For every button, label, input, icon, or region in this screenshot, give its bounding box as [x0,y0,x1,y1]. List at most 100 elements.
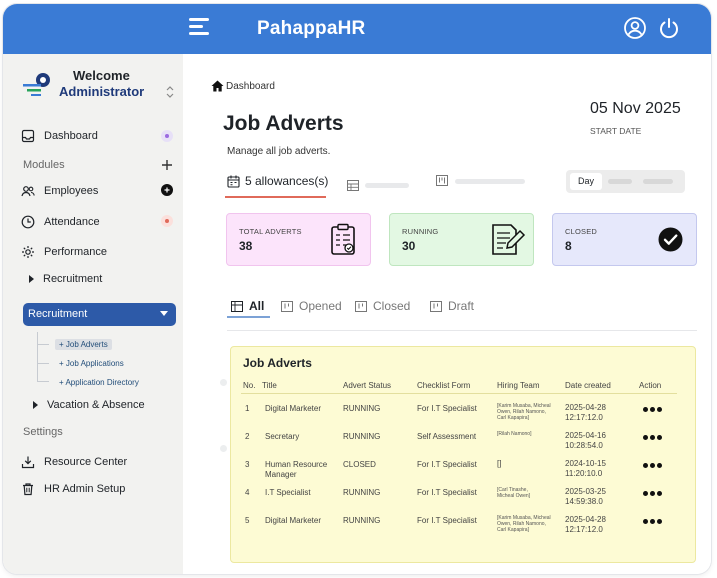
row-actions-icon[interactable] [643,491,665,497]
submenu-tree-tick [37,344,49,345]
sidebar-item-resource-center[interactable]: Resource Center [21,452,127,472]
stat-value: 8 [565,239,572,253]
filter-tab-closed[interactable]: Closed [355,299,410,313]
filter-tab-all[interactable]: All [231,299,264,313]
toggle-day[interactable]: Day [570,173,602,190]
add-module-icon[interactable] [161,159,173,171]
submenu-job-adverts[interactable]: + Job Adverts [55,339,112,350]
column-header: Title [262,381,277,390]
toggle-placeholder[interactable] [643,179,673,184]
sidebar: Welcome Administrator Dashboard Modules … [3,54,183,574]
toggle-placeholder[interactable] [608,179,632,184]
sidebar-item-hr-admin[interactable]: HR Admin Setup [21,479,125,499]
menu-icon[interactable] [189,18,209,36]
company-logo-icon [23,73,50,96]
cell-status: CLOSED [343,460,376,469]
cell-number: 1 [245,404,250,413]
cell-checklist: For I.T Specialist [417,404,477,413]
main-content: Dashboard Job Adverts Manage all job adv… [183,54,711,574]
filter-tab-label: All [249,299,265,313]
cell-number: 5 [245,516,250,525]
cell-checklist: For I.T Specialist [417,516,477,525]
caret-right-icon [33,401,38,409]
cell-checklist: For I.T Specialist [417,488,477,497]
submenu-job-applications[interactable]: + Job Applications [59,359,124,368]
sidebar-item-employees[interactable]: Employees [21,181,98,201]
decorative-dot [220,445,227,452]
user-profile-icon[interactable] [623,16,647,40]
stat-card-total: TOTAL ADVERTS 38 [226,213,371,266]
sidebar-item-label: Vacation & Absence [47,399,145,411]
cell-status: RUNNING [343,404,381,413]
recruitment-menu-label: Recruitment [28,308,88,320]
gear-icon [22,246,34,258]
cell-checklist: Self Assessment [417,432,477,441]
breadcrumb-label: Dashboard [226,80,275,92]
sidebar-item-dashboard[interactable]: Dashboard [21,126,98,146]
sidebar-item-vacation[interactable]: Vacation & Absence [47,395,145,415]
stat-value: 38 [239,239,253,253]
cell-date-created: 2025-03-25 14:59:38.0 [565,487,606,506]
row-actions-icon[interactable] [643,519,665,525]
column-header: Date created [565,381,611,390]
tab-placeholder [455,179,525,184]
filter-tab-draft[interactable]: Draft [430,299,474,313]
cell-hiring-team: [Rilah Namono] [497,431,532,437]
cell-hiring-team: [] [497,459,502,468]
column-header: No. [243,381,256,390]
sidebar-item-label: Resource Center [44,456,128,468]
cell-title: Digital Marketer [265,516,322,525]
caret-right-icon [29,275,34,283]
row-actions-icon[interactable] [643,407,665,413]
tab-active-underline [225,196,326,198]
filter-tab-label: Draft [448,299,475,313]
sidebar-item-label: Dashboard [44,130,98,142]
row-actions-icon[interactable] [643,435,665,441]
stat-value: 30 [402,239,416,253]
sidebar-item-performance[interactable]: Performance [21,242,107,262]
calendar-icon [227,175,240,188]
cell-number: 4 [245,488,250,497]
check-circle-icon [658,227,683,252]
sidebar-item-attendance[interactable]: Attendance [21,212,100,232]
cell-date-created: 2025-04-28 12:17:12.0 [565,403,606,422]
cell-title: Secretary [265,432,300,441]
cell-hiring-team: [Karim Musaba, Micheal Owen, Rilah Namono… [497,515,551,533]
stat-label: TOTAL ADVERTS [239,227,302,236]
row-actions-icon[interactable] [643,463,665,469]
brand-title: PahappaHR [257,18,366,39]
sidebar-item-label: Performance [44,246,107,258]
app-window: PahappaHR Welcome Administrator Dashboar… [3,4,711,574]
inbox-icon [21,129,35,143]
chevron-updown-icon[interactable] [165,84,175,100]
cell-title: I.T Specialist [265,488,311,497]
breadcrumb[interactable]: Dashboard [211,80,275,92]
kanban-icon[interactable] [436,175,448,186]
chevron-down-icon [160,311,168,316]
kanban-icon [281,300,293,312]
tab-allowances[interactable]: 5 allowances(s) [227,174,328,188]
clock-icon [21,215,35,229]
filter-tabs-divider [227,330,697,331]
dashboard-badge [161,130,173,142]
table-icon[interactable] [347,180,359,191]
filter-tab-label: Closed [373,299,411,313]
employees-add-badge[interactable] [161,184,173,196]
submenu-application-directory[interactable]: + Application Directory [59,378,139,387]
home-icon [211,80,224,92]
recruitment-menu-active[interactable]: Recruitment [23,303,176,326]
job-adverts-table: Job Adverts No. Title Advert Status Chec… [230,346,696,563]
cell-title: Human Resource Manager [265,460,328,479]
filter-tab-label: Opened [299,299,342,313]
stat-label: CLOSED [565,227,598,236]
sidebar-item-recruitment[interactable]: Recruitment [43,269,102,289]
welcome-text: Welcome [73,68,130,83]
filter-tab-opened[interactable]: Opened [281,299,342,313]
cell-number: 2 [245,432,250,441]
sidebar-item-label: Recruitment [43,273,103,285]
column-header: Checklist Form [417,381,471,390]
column-header: Hiring Team [497,381,540,390]
stat-card-closed: CLOSED 8 [552,213,697,266]
power-icon[interactable] [657,16,681,40]
column-header: Advert Status [343,381,392,390]
